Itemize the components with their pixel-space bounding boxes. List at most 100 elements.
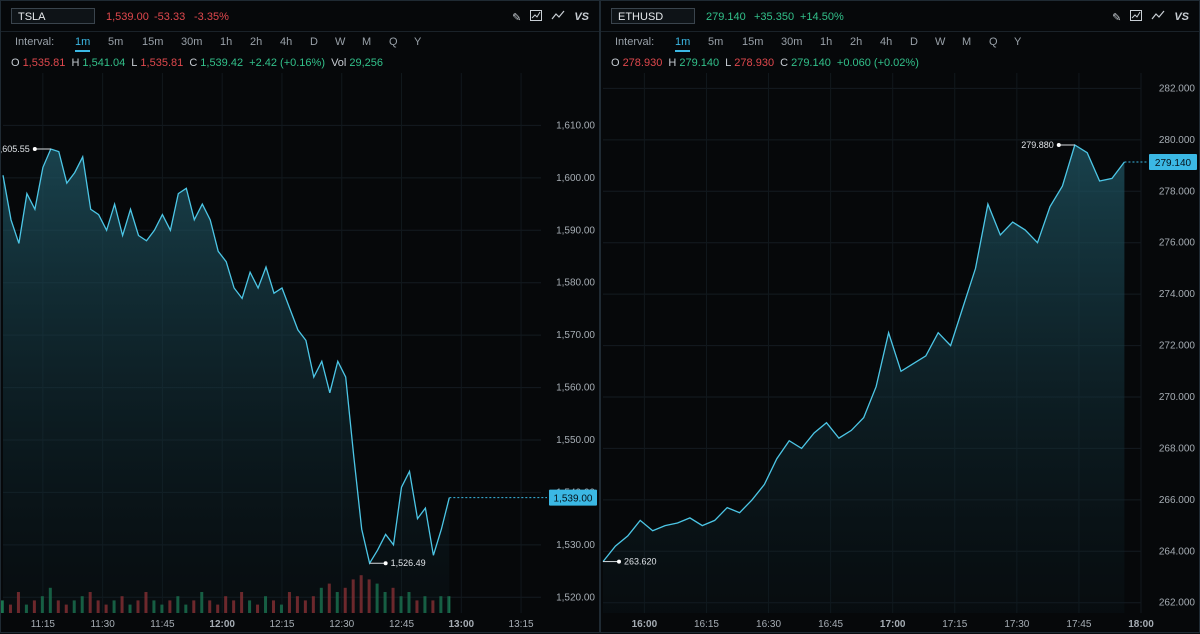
interval-5m[interactable]: 5m: [708, 36, 724, 48]
interval-2h[interactable]: 2h: [850, 36, 863, 48]
volume-bar: [1, 600, 4, 613]
price-chart[interactable]: 1,610.00 1,600.00 1,590.00 1,580.00 1,570.00…: [1, 1, 599, 634]
chart-icon[interactable]: [1130, 10, 1143, 24]
y-tick-label: 1,520.00: [556, 592, 595, 603]
y-tick-label: 1,570.00: [556, 330, 595, 341]
toolbar: ✎ VS: [512, 10, 589, 24]
symbol-input[interactable]: ETHUSD: [611, 8, 695, 24]
interval-bar: Interval: 1m 5m 15m 30m 1h 2h 4h D W M Q…: [1, 32, 599, 54]
low-value: 1,535.81: [140, 57, 184, 69]
price-chart[interactable]: 282.000 280.000 278.000 276.000 274.000 272.0…: [601, 1, 1199, 634]
y-tick-label: 1,550.00: [556, 435, 595, 446]
low-key: L: [131, 57, 138, 69]
y-tick-label: 1,580.00: [556, 278, 595, 289]
interval-d[interactable]: D: [910, 36, 918, 48]
close-value: 279.140: [791, 57, 831, 69]
x-tick-label: 16:45: [818, 619, 843, 630]
y-tick-label: 262.000: [1159, 598, 1196, 609]
symbol-input[interactable]: TSLA: [11, 8, 95, 24]
interval-m[interactable]: M: [962, 36, 972, 48]
x-tick-label: 12:15: [269, 619, 294, 630]
y-tick-label: 1,610.00: [556, 120, 595, 131]
volume-value: 29,256: [349, 57, 384, 69]
interval-5m[interactable]: 5m: [108, 36, 124, 48]
interval-q[interactable]: Q: [389, 36, 398, 48]
last-price: 1,539.00: [106, 11, 149, 23]
interval-1h[interactable]: 1h: [820, 36, 833, 48]
low-value: 278.930: [734, 57, 775, 69]
y-tick-label: 280.000: [1159, 135, 1196, 146]
interval-2h[interactable]: 2h: [250, 36, 263, 48]
interval-y[interactable]: Y: [1014, 36, 1022, 48]
bar-change: +2.42 (+0.16%): [249, 57, 325, 69]
chart-header: TSLA 1,539.00 -53.33 -3.35% ✎ VS: [1, 1, 599, 32]
open-value: 1,535.81: [22, 57, 66, 69]
pencil-icon[interactable]: ✎: [512, 11, 522, 24]
chart-icon[interactable]: [530, 10, 543, 24]
open-key: O: [611, 57, 620, 69]
price-line: [602, 144, 1125, 563]
x-tick-label: 17:00: [880, 619, 906, 630]
interval-30m[interactable]: 30m: [181, 36, 203, 48]
y-tick-label: 282.000: [1159, 83, 1196, 94]
y-tick-label: 1,590.00: [556, 225, 595, 236]
interval-1h[interactable]: 1h: [220, 36, 233, 48]
interval-15m[interactable]: 15m: [742, 36, 764, 48]
interval-4h[interactable]: 4h: [880, 36, 893, 48]
x-tick-label: 18:00: [1128, 619, 1154, 630]
y-tick-label: 264.000: [1159, 546, 1196, 557]
change-value: +35.350: [754, 11, 795, 23]
change-value: -53.33: [154, 11, 186, 23]
compare-vs-button[interactable]: VS: [574, 11, 589, 23]
chart-panel-tsla[interactable]: TSLA 1,539.00 -53.33 -3.35% ✎ VS Interva…: [0, 0, 600, 633]
interval-1m[interactable]: 1m: [675, 36, 691, 52]
interval-30m[interactable]: 30m: [781, 36, 803, 48]
y-tick-label: 276.000: [1159, 238, 1196, 249]
close-value: 1,539.42: [200, 57, 244, 69]
bar-change: +0.060 (+0.02%): [836, 57, 919, 69]
y-tick-label: 268.000: [1159, 443, 1196, 454]
y-tick-label: 1,560.00: [556, 383, 595, 394]
interval-label: Interval:: [615, 36, 655, 48]
y-tick-label: 272.000: [1159, 341, 1196, 352]
line-icon[interactable]: [551, 10, 565, 24]
high-marker-label: 279.880: [1021, 140, 1054, 150]
price-tag: [1149, 153, 1197, 170]
high-marker-dot: [1056, 143, 1061, 147]
x-tick-label: 13:00: [449, 619, 475, 630]
price-tag: [549, 489, 597, 506]
interval-m[interactable]: M: [362, 36, 372, 48]
y-tick-label: 266.000: [1159, 495, 1196, 506]
open-value: 278.930: [622, 57, 663, 69]
line-icon[interactable]: [1151, 10, 1165, 24]
high-marker-dot: [32, 147, 37, 152]
low-marker-dot: [383, 561, 388, 566]
interval-15m[interactable]: 15m: [142, 36, 164, 48]
compare-vs-button[interactable]: VS: [1174, 11, 1189, 23]
pencil-icon[interactable]: ✎: [1112, 11, 1122, 24]
x-tick-label: 13:15: [509, 619, 534, 630]
x-tick-label: 16:00: [632, 619, 658, 630]
x-tick-label: 12:00: [209, 619, 235, 630]
interval-w[interactable]: W: [935, 36, 946, 48]
x-tick-label: 11:30: [90, 619, 115, 630]
high-key: H: [668, 57, 677, 69]
high-value: 1,541.04: [82, 57, 126, 69]
interval-label: Interval:: [15, 36, 55, 48]
price-tag-label: 279.140: [1155, 158, 1192, 169]
interval-d[interactable]: D: [310, 36, 318, 48]
interval-1m[interactable]: 1m: [75, 36, 91, 52]
change-percent: +14.50%: [800, 11, 844, 23]
x-tick-label: 11:45: [150, 619, 175, 630]
close-key: C: [780, 57, 789, 69]
interval-4h[interactable]: 4h: [280, 36, 293, 48]
y-tick-label: 270.000: [1159, 392, 1196, 403]
close-key: C: [189, 57, 198, 69]
last-price: 279.140: [706, 11, 746, 23]
interval-y[interactable]: Y: [414, 36, 422, 48]
interval-q[interactable]: Q: [989, 36, 998, 48]
chart-panel-ethusd[interactable]: ETHUSD 279.140 +35.350 +14.50% ✎ VS Inte…: [600, 0, 1200, 633]
interval-w[interactable]: W: [335, 36, 346, 48]
x-tick-label: 16:15: [694, 619, 719, 630]
y-tick-label: 1,600.00: [556, 173, 595, 184]
